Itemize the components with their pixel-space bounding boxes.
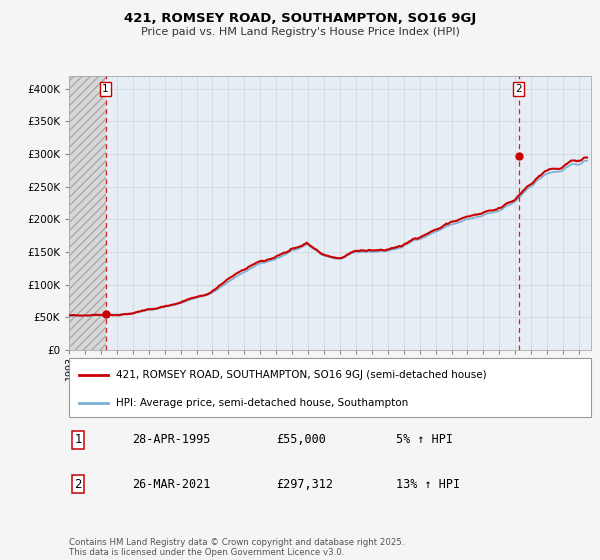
Text: £55,000: £55,000 [276,433,326,446]
Text: £297,312: £297,312 [276,478,333,491]
Bar [106,76,591,350]
Text: 1: 1 [74,433,82,446]
Text: Contains HM Land Registry data © Crown copyright and database right 2025.
This d: Contains HM Land Registry data © Crown c… [69,538,404,557]
FancyBboxPatch shape [69,358,591,417]
Text: 28-APR-1995: 28-APR-1995 [132,433,211,446]
Text: 2: 2 [515,84,522,94]
Text: 13% ↑ HPI: 13% ↑ HPI [396,478,460,491]
Text: 421, ROMSEY ROAD, SOUTHAMPTON, SO16 9GJ: 421, ROMSEY ROAD, SOUTHAMPTON, SO16 9GJ [124,12,476,25]
Text: 26-MAR-2021: 26-MAR-2021 [132,478,211,491]
Text: 421, ROMSEY ROAD, SOUTHAMPTON, SO16 9GJ (semi-detached house): 421, ROMSEY ROAD, SOUTHAMPTON, SO16 9GJ … [116,370,487,380]
Text: HPI: Average price, semi-detached house, Southampton: HPI: Average price, semi-detached house,… [116,398,408,408]
Text: Price paid vs. HM Land Registry's House Price Index (HPI): Price paid vs. HM Land Registry's House … [140,27,460,37]
Text: 5% ↑ HPI: 5% ↑ HPI [396,433,453,446]
Text: 1: 1 [102,84,109,94]
Text: 2: 2 [74,478,82,491]
